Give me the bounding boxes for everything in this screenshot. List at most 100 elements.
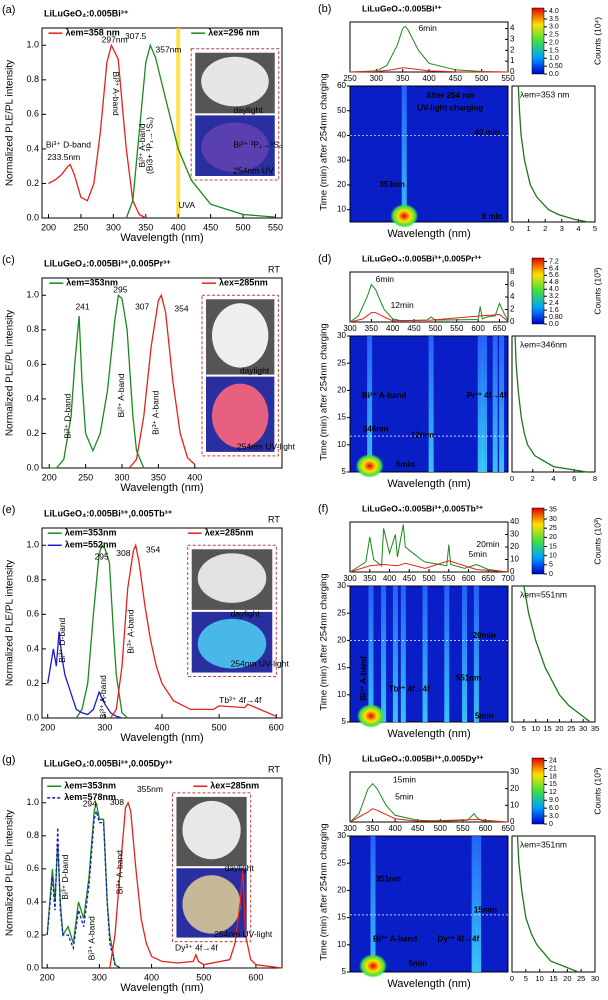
y-tick-label: 0.2 xyxy=(26,428,39,438)
y-tick-label: 20 xyxy=(510,784,519,793)
y-tick-label: 0.6 xyxy=(26,863,39,873)
sample-daylight xyxy=(201,56,269,107)
annotation: Dy³⁺ 4f→4f xyxy=(438,934,480,943)
series-label: 5min xyxy=(395,791,414,801)
colorbar xyxy=(531,7,545,75)
annotation: Bi³⁺ ³P₁→¹S₀ xyxy=(233,140,283,150)
annotation: Bi³⁺ A-band xyxy=(137,123,147,167)
y-tick-label: 20 xyxy=(337,886,346,895)
map-background xyxy=(349,585,509,723)
y-axis-label: Normalized PLE/PL intensity xyxy=(5,560,16,686)
x-tick-label: 650 xyxy=(482,574,496,583)
colorbar xyxy=(531,257,545,325)
hot-spot xyxy=(355,454,384,478)
colorbar-tick-label: 2.0 xyxy=(549,39,559,46)
y-axis-label: Time (min) after 254nm charging xyxy=(319,823,330,960)
annotation: 297nm xyxy=(102,34,128,44)
y-tick-label: 8 xyxy=(510,267,515,276)
colorbar-label: Counts (10³) xyxy=(592,517,602,564)
decay-frame xyxy=(511,585,596,723)
x-tick-label: 600 xyxy=(471,324,485,333)
colorbar-tick-label: 6.4 xyxy=(549,265,559,272)
colorbar-tick-label: 10 xyxy=(549,553,557,560)
y-tick-label: 0 xyxy=(510,567,515,576)
x-tick-label: 350 xyxy=(396,74,410,83)
x-tick-label: 450 xyxy=(407,324,421,333)
x-tick-label: 200 xyxy=(40,722,55,732)
x-tick-label: 20 xyxy=(555,724,563,733)
y-tick-label: 60 xyxy=(337,81,346,90)
annotation: Pr³⁺ 4f→4f xyxy=(467,391,507,400)
x-tick-label: 300 xyxy=(92,972,107,982)
spectrum-line xyxy=(349,560,509,573)
colorbar xyxy=(531,757,545,825)
series-label: 12min xyxy=(391,300,414,310)
x-tick-label: 650 xyxy=(501,824,515,833)
x-tick-label: 550 xyxy=(442,574,456,583)
annotation: 294 xyxy=(83,799,97,809)
annotation: 254nm UV-light xyxy=(231,659,290,669)
emission-stripe xyxy=(492,336,498,472)
y-tick-label: 0.2 xyxy=(26,178,39,188)
y-tick-label: 25 xyxy=(337,608,346,617)
annotation: Tb³⁺ 4f→4f xyxy=(219,695,262,705)
decay-frame xyxy=(511,335,596,473)
y-tick-label: 20 xyxy=(337,636,346,645)
y-tick-label: 0.2 xyxy=(26,929,39,939)
y-tick-label: 1.0 xyxy=(26,797,39,807)
emission-stripe xyxy=(482,336,488,472)
y-tick-label: 6 xyxy=(510,280,515,289)
x-tick-label: 0 xyxy=(510,224,514,233)
annotation: 254nm UV xyxy=(233,166,273,176)
colorbar-tick-label: 7.2 xyxy=(549,258,559,265)
x-tick-label: 300 xyxy=(343,824,357,833)
hot-spot xyxy=(390,204,419,228)
x-tick-label: 350 xyxy=(363,574,377,583)
colorbar-tick-label: 24 xyxy=(549,757,557,764)
y-tick-label: 0.2 xyxy=(26,678,39,688)
colorbar-tick-label: 3.0 xyxy=(549,24,559,31)
annotation: Bi³⁺ D-band xyxy=(62,393,72,438)
x-tick-label: 15 xyxy=(543,724,551,733)
x-tick-label: 5 xyxy=(524,974,528,983)
annotation: Bi³⁺ A-band xyxy=(362,391,406,400)
y-tick-label: 25 xyxy=(337,858,346,867)
y-tick-label: 50 xyxy=(337,106,346,115)
rt-label: RT xyxy=(268,264,280,274)
panel-label: (d) xyxy=(318,253,331,265)
colorbar-tick-label: 0.0 xyxy=(549,71,559,78)
sample-uv xyxy=(182,875,241,934)
x-tick-label: 200 xyxy=(42,472,57,482)
x-tick-label: 200 xyxy=(41,222,56,232)
colorbar-tick-label: 0.0 xyxy=(549,321,559,328)
y-tick-label: 5 xyxy=(342,467,347,476)
x-tick-label: 6 xyxy=(572,474,576,483)
emission-stripe xyxy=(381,586,387,722)
emission-stripe xyxy=(462,586,468,722)
chart-title: LiLuGeO₄:0.005Bi³⁺,0.005Tb³⁺ xyxy=(44,508,173,518)
decay-label: λem=346nm xyxy=(520,339,567,349)
spectrum-line xyxy=(349,25,509,73)
chart-title: LiLuGeO₄:0.005Bi³⁺ xyxy=(362,3,442,13)
map-background xyxy=(349,835,509,973)
x-tick-label: 500 xyxy=(236,222,251,232)
y-tick-label: 0.0 xyxy=(26,462,39,472)
annotation: Tb³⁺ 4f→4f xyxy=(389,684,430,693)
spectrum-frame xyxy=(349,771,509,823)
annotation: 551nm xyxy=(456,674,481,683)
colorbar-tick-label: 18 xyxy=(549,773,557,780)
colorbar-tick-label: 1.6 xyxy=(549,307,559,314)
series-label: 15min xyxy=(393,775,416,785)
chart-title: LiLuGeO₄:0.005Bi³⁺,0.005Pr³⁺ xyxy=(362,253,482,263)
sample-uv xyxy=(212,383,269,448)
emission-stripe xyxy=(400,586,406,722)
x-tick-label: 5 xyxy=(593,224,597,233)
y-tick-label: 0.4 xyxy=(26,896,39,906)
x-tick-label: 0 xyxy=(510,974,514,983)
panel-label: (b) xyxy=(318,3,331,15)
sample-uv xyxy=(201,122,269,172)
chart-title: LiLuGeO₄:0.005Bi³⁺,0.005Dy³⁺ xyxy=(44,758,173,768)
annotation: 307 xyxy=(135,302,149,312)
colorbar-label: Counts (10⁴) xyxy=(592,17,602,65)
y-axis-label: Normalized PLE/PL intensity xyxy=(5,310,16,436)
